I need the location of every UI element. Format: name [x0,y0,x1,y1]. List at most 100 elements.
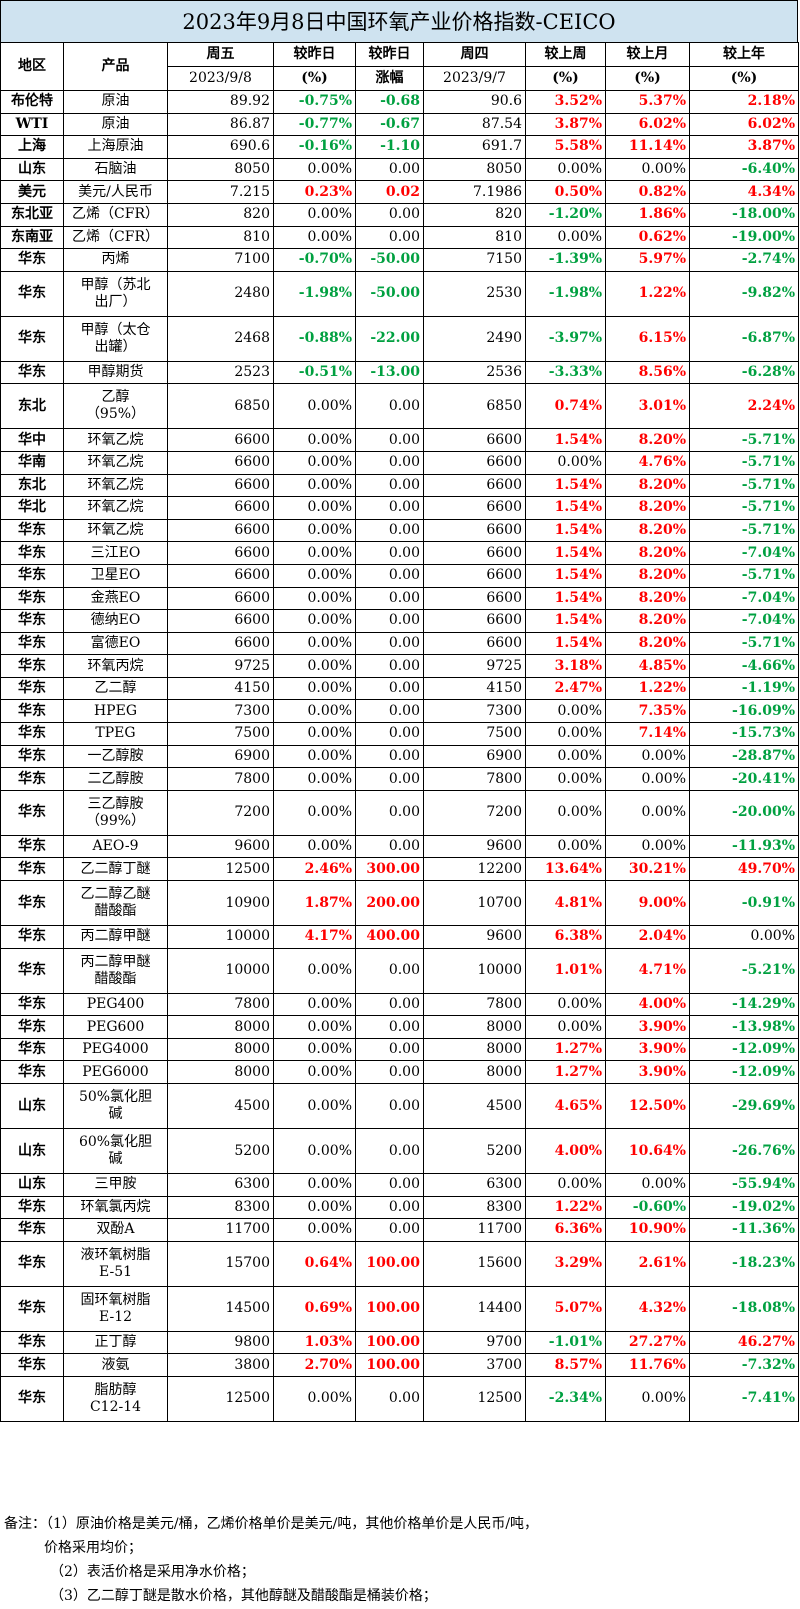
wow-cell: 0.00% [525,1015,606,1039]
dod-pct-cell: -0.77% [273,112,356,137]
product-cell: 德纳EO [63,609,168,633]
region-cell: 华东 [0,654,64,678]
dod-amt-cell: 0.00 [355,518,424,543]
fri-price-cell: 820 [167,202,274,227]
table-row: 华东 卫星EO 6600 0.00% 0.00 6600 1.54% 8.20% -5.71% [0,563,799,588]
yoy-cell: 0.00% [689,925,799,949]
dod-pct-cell: 0.00% [273,1195,356,1220]
product-cell: 甲醇期货 [63,360,168,385]
wow-cell: 1.54% [525,609,606,633]
product-cell: 50%氯化胆 碱 [63,1083,168,1129]
wow-cell: 0.00% [525,789,606,836]
dod-amt-cell: 0.00 [355,202,424,227]
note-line-3: （2）表活价格是采用净水价格； [50,1564,255,1580]
product-cell: 环氧乙烷 [63,473,168,498]
table-row: 上海 上海原油 690.6 -0.16% -1.10 691.7 5.58% 11.14% 3.… [0,135,799,159]
mom-cell: 0.00% [605,1375,690,1422]
table-row: 东北 乙醇 （95%） 6850 0.00% 0.00 6850 0.74% 3.01% 2.2… [0,383,799,430]
wow-cell: 5.07% [525,1285,606,1332]
region-cell: 华东 [0,857,64,882]
yoy-cell: -28.87% [689,744,799,769]
table-row: 华东 环氧乙烷 6600 0.00% 0.00 6600 1.54% 8.20% -5.71% [0,518,799,543]
product-cell: 丙二醇甲醚 [63,925,168,949]
dod-pct-cell: 0.00% [273,947,356,994]
thu-price-cell: 5200 [423,1128,526,1174]
fri-price-cell: 2523 [167,360,274,385]
thu-price-cell: 12200 [423,857,526,882]
dod-amt-cell: 0.00 [355,225,424,250]
wow-cell: -1.01% [525,1330,606,1355]
table-row: 华东 乙二醇丁醚 12500 2.46% 300.00 12200 13.64% 30.21%… [0,857,799,882]
region-cell: 山东 [0,1173,64,1197]
wow-cell: 0.00% [525,157,606,182]
fri-price-cell: 6850 [167,383,274,430]
fri-price-cell: 6600 [167,609,274,633]
dod-pct-cell: -0.70% [273,248,356,272]
dod-pct-cell: -0.75% [273,90,356,114]
dod-pct-cell: -0.88% [273,315,356,362]
dod-pct-cell: 0.00% [273,428,356,452]
table-row: 华东 正丁醇 9800 1.03% 100.00 9700 -1.01% 27.27% 46.2… [0,1330,799,1355]
fri-price-cell: 15700 [167,1240,274,1287]
fri-price-cell: 6600 [167,450,274,475]
fri-price-cell: 8300 [167,1195,274,1220]
mom-cell: 3.90% [605,1037,690,1062]
dod-amt-cell: -50.00 [355,270,424,317]
mom-cell: 11.14% [605,135,690,159]
dod-amt-cell: 0.00 [355,428,424,452]
price-table: 地区 产品 周五 较昨日 较昨日 周四 较上周 较上月 较上年 2023/9/8… [0,42,799,1422]
dod-amt-cell: 0.00 [355,631,424,656]
dod-pct-cell: 0.00% [273,225,356,250]
yoy-cell: -5.71% [689,631,799,656]
dod-amt-cell: 0.00 [355,496,424,520]
dod-amt-cell: 0.00 [355,654,424,678]
fri-price-cell: 12500 [167,857,274,882]
fri-price-cell: 7800 [167,992,274,1017]
dod-amt-cell: 100.00 [355,1285,424,1332]
dod-pct-cell: 0.00% [273,631,356,656]
thu-price-cell: 15600 [423,1240,526,1287]
header-dod: 较昨日 [273,42,356,67]
yoy-cell: -7.04% [689,541,799,565]
product-cell: 双酚A [63,1218,168,1242]
product-cell: 固环氧树脂 E-12 [63,1285,168,1332]
table-row: 山东 60%氯化胆 碱 5200 0.00% 0.00 5200 4.00% 10.64% -2… [0,1128,799,1174]
fri-price-cell: 9600 [167,834,274,859]
product-cell: 一乙醇胺 [63,744,168,769]
thu-price-cell: 6300 [423,1173,526,1197]
yoy-cell: 2.18% [689,90,799,114]
dod-amt-cell: 0.02 [355,180,424,204]
note-line-2: 价格采用均价； [44,1540,142,1556]
thu-price-cell: 7800 [423,767,526,791]
wow-cell: 0.00% [525,699,606,724]
thu-price-cell: 4500 [423,1083,526,1129]
wow-cell: -2.34% [525,1375,606,1422]
fri-price-cell: 2480 [167,270,274,317]
thu-price-cell: 9600 [423,925,526,949]
table-row: 华东 液氨 3800 2.70% 100.00 3700 8.57% 11.76% -7.32% [0,1353,799,1377]
product-cell: 液氨 [63,1353,168,1377]
region-cell: 华东 [0,699,64,724]
product-cell: 环氧丙烷 [63,654,168,678]
region-cell: 东北 [0,383,64,430]
header-thu-date: 2023/9/7 [423,66,526,91]
yoy-cell: 46.27% [689,1330,799,1355]
product-cell: 卫星EO [63,563,168,588]
table-row: 华东 甲醇期货 2523 -0.51% -13.00 2536 -3.33% 8.56% -6.… [0,360,799,385]
region-cell: 东北亚 [0,202,64,227]
table-row: 华东 富德EO 6600 0.00% 0.00 6600 1.54% 8.20% -5.71% [0,631,799,656]
wow-cell: -1.39% [525,248,606,272]
mom-cell: 8.56% [605,360,690,385]
product-cell: 环氧乙烷 [63,428,168,452]
yoy-cell: -1.19% [689,676,799,701]
table-row: 华东 二乙醇胺 7800 0.00% 0.00 7800 0.00% 0.00% -20.41% [0,767,799,791]
dod-amt-cell: -13.00 [355,360,424,385]
region-cell: 华东 [0,1375,64,1422]
table-row: 华东 丙二醇甲醚 10000 4.17% 400.00 9600 6.38% 2.04% 0.0… [0,925,799,949]
dod-pct-cell: 0.00% [273,1037,356,1062]
wow-cell: 0.00% [525,767,606,791]
yoy-cell: -12.09% [689,1037,799,1062]
dod-amt-cell: -0.67 [355,112,424,137]
mom-cell: 0.00% [605,789,690,836]
product-cell: 乙二醇 [63,676,168,701]
